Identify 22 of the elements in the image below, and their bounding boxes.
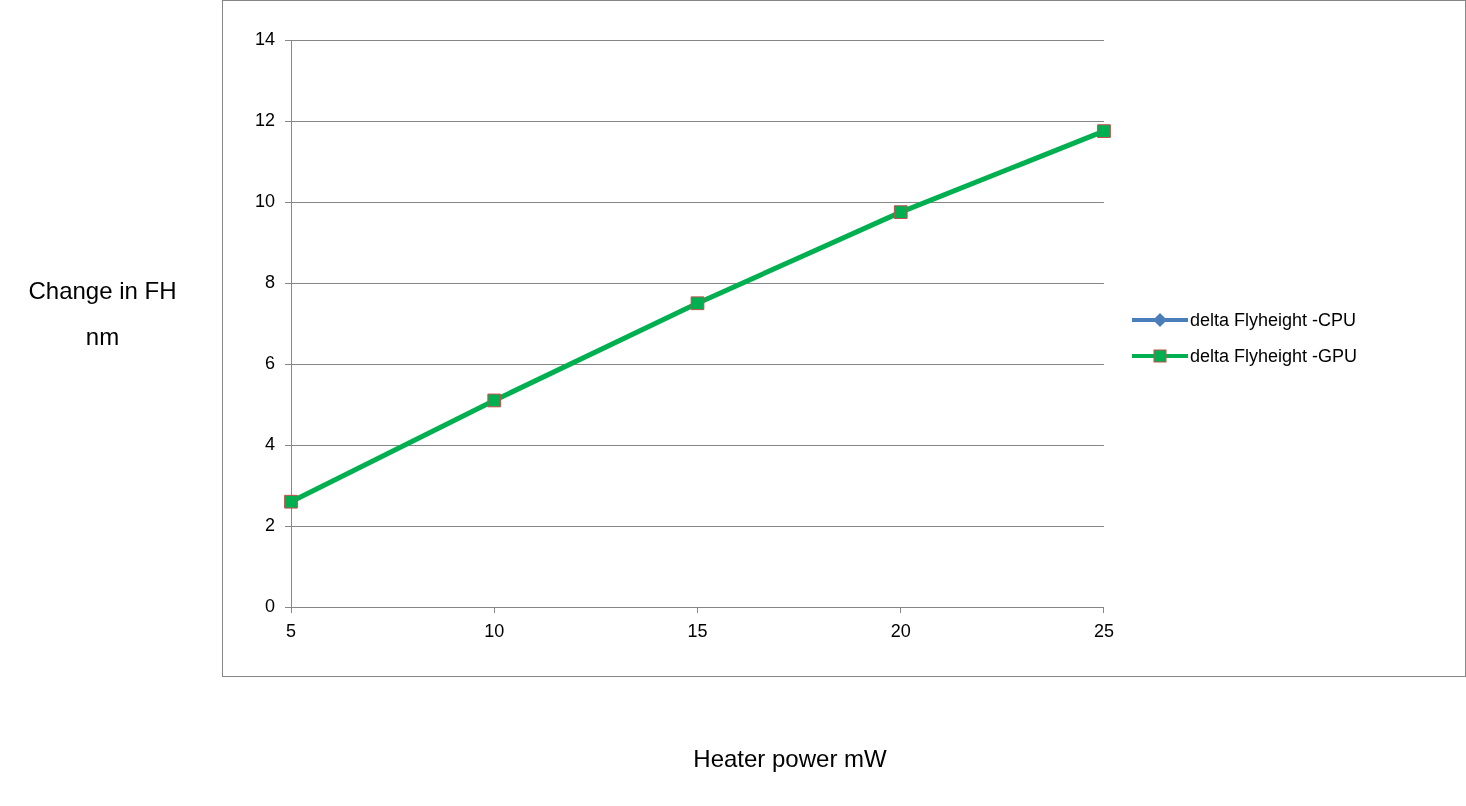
- x-tick-label: 20: [890, 620, 911, 641]
- x-tick-label: 15: [687, 620, 708, 641]
- point: [487, 393, 502, 408]
- y-tick-label: 6: [264, 352, 275, 373]
- y-tick-label: 12: [254, 109, 275, 130]
- x-tick-label: 10: [484, 620, 505, 641]
- legend-label: delta Flyheight -GPU: [1190, 345, 1358, 367]
- y-tick-label: 2: [264, 514, 275, 535]
- y-axis-title: Change in FH nm: [27, 276, 178, 352]
- y-tick-label: 8: [264, 271, 275, 292]
- y-tick-label: 0: [264, 595, 275, 616]
- point: [284, 494, 298, 509]
- y-tick-label: 14: [254, 28, 275, 49]
- x-tick-label: 25: [1093, 620, 1114, 641]
- y-tick-label: 10: [254, 190, 275, 211]
- point: [690, 296, 705, 311]
- x-tick-label: 5: [285, 620, 297, 641]
- point: [1097, 124, 1111, 138]
- legend-label: delta Flyheight -CPU: [1190, 309, 1357, 331]
- point: [893, 205, 908, 219]
- x-axis-title: Heater power mW: [692, 745, 888, 773]
- y-tick-label: 4: [264, 433, 275, 454]
